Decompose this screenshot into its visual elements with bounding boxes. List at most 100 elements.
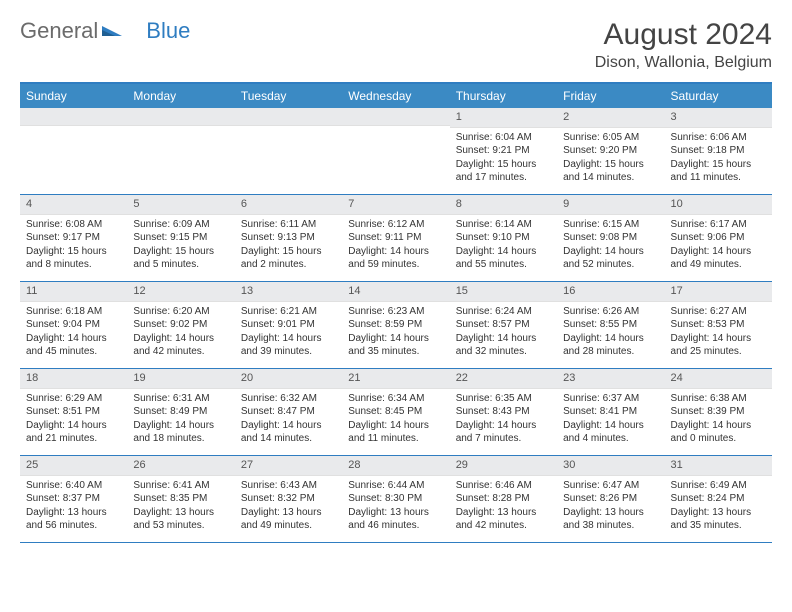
daylight-text: Daylight: 14 hours and 49 minutes. [671,245,766,272]
sunset-text: Sunset: 8:39 PM [671,405,766,419]
sunrise-text: Sunrise: 6:31 AM [133,392,228,406]
day-number: 24 [665,369,772,389]
day-number: 26 [127,456,234,476]
calendar-day: 18Sunrise: 6:29 AMSunset: 8:51 PMDayligh… [20,369,127,455]
logo-text-general: General [20,18,98,44]
day-details: Sunrise: 6:06 AMSunset: 9:18 PMDaylight:… [665,128,772,189]
daylight-text: Daylight: 13 hours and 38 minutes. [563,506,658,533]
dow-wednesday: Wednesday [342,84,449,108]
calendar: Sunday Monday Tuesday Wednesday Thursday… [20,82,772,543]
sunrise-text: Sunrise: 6:05 AM [563,131,658,145]
calendar-day: 3Sunrise: 6:06 AMSunset: 9:18 PMDaylight… [665,108,772,194]
calendar-day: 5Sunrise: 6:09 AMSunset: 9:15 PMDaylight… [127,195,234,281]
day-number: 27 [235,456,342,476]
day-details: Sunrise: 6:29 AMSunset: 8:51 PMDaylight:… [20,389,127,450]
logo-text-blue: Blue [146,18,190,44]
calendar-day: 15Sunrise: 6:24 AMSunset: 8:57 PMDayligh… [450,282,557,368]
calendar-day: 19Sunrise: 6:31 AMSunset: 8:49 PMDayligh… [127,369,234,455]
sunset-text: Sunset: 8:55 PM [563,318,658,332]
day-number: 18 [20,369,127,389]
sunset-text: Sunset: 9:21 PM [456,144,551,158]
day-details: Sunrise: 6:12 AMSunset: 9:11 PMDaylight:… [342,215,449,276]
calendar-day: 27Sunrise: 6:43 AMSunset: 8:32 PMDayligh… [235,456,342,542]
daylight-text: Daylight: 13 hours and 42 minutes. [456,506,551,533]
calendar-day: 2Sunrise: 6:05 AMSunset: 9:20 PMDaylight… [557,108,664,194]
sunrise-text: Sunrise: 6:49 AM [671,479,766,493]
day-details: Sunrise: 6:08 AMSunset: 9:17 PMDaylight:… [20,215,127,276]
sunrise-text: Sunrise: 6:37 AM [563,392,658,406]
sunset-text: Sunset: 8:35 PM [133,492,228,506]
calendar-day: 13Sunrise: 6:21 AMSunset: 9:01 PMDayligh… [235,282,342,368]
calendar-day: 21Sunrise: 6:34 AMSunset: 8:45 PMDayligh… [342,369,449,455]
sunrise-text: Sunrise: 6:09 AM [133,218,228,232]
day-number [20,108,127,126]
day-details: Sunrise: 6:47 AMSunset: 8:26 PMDaylight:… [557,476,664,537]
sunrise-text: Sunrise: 6:27 AM [671,305,766,319]
dow-sunday: Sunday [20,84,127,108]
sunrise-text: Sunrise: 6:38 AM [671,392,766,406]
sunrise-text: Sunrise: 6:24 AM [456,305,551,319]
day-details: Sunrise: 6:35 AMSunset: 8:43 PMDaylight:… [450,389,557,450]
daylight-text: Daylight: 13 hours and 53 minutes. [133,506,228,533]
day-details: Sunrise: 6:23 AMSunset: 8:59 PMDaylight:… [342,302,449,363]
day-number: 25 [20,456,127,476]
day-number: 29 [450,456,557,476]
sunset-text: Sunset: 8:24 PM [671,492,766,506]
dow-saturday: Saturday [665,84,772,108]
day-details: Sunrise: 6:44 AMSunset: 8:30 PMDaylight:… [342,476,449,537]
calendar-day: 6Sunrise: 6:11 AMSunset: 9:13 PMDaylight… [235,195,342,281]
calendar-week: 11Sunrise: 6:18 AMSunset: 9:04 PMDayligh… [20,282,772,369]
calendar-day: 24Sunrise: 6:38 AMSunset: 8:39 PMDayligh… [665,369,772,455]
day-details: Sunrise: 6:41 AMSunset: 8:35 PMDaylight:… [127,476,234,537]
sunset-text: Sunset: 8:30 PM [348,492,443,506]
day-number: 31 [665,456,772,476]
sunset-text: Sunset: 8:32 PM [241,492,336,506]
calendar-day: 20Sunrise: 6:32 AMSunset: 8:47 PMDayligh… [235,369,342,455]
sunset-text: Sunset: 8:28 PM [456,492,551,506]
day-number: 12 [127,282,234,302]
day-details: Sunrise: 6:38 AMSunset: 8:39 PMDaylight:… [665,389,772,450]
sunrise-text: Sunrise: 6:46 AM [456,479,551,493]
calendar-day: 22Sunrise: 6:35 AMSunset: 8:43 PMDayligh… [450,369,557,455]
calendar-day [20,108,127,194]
day-details: Sunrise: 6:27 AMSunset: 8:53 PMDaylight:… [665,302,772,363]
dow-friday: Friday [557,84,664,108]
dow-tuesday: Tuesday [235,84,342,108]
sunrise-text: Sunrise: 6:29 AM [26,392,121,406]
day-details: Sunrise: 6:04 AMSunset: 9:21 PMDaylight:… [450,128,557,189]
day-details: Sunrise: 6:49 AMSunset: 8:24 PMDaylight:… [665,476,772,537]
sunrise-text: Sunrise: 6:34 AM [348,392,443,406]
day-number: 2 [557,108,664,128]
dow-monday: Monday [127,84,234,108]
sunset-text: Sunset: 8:37 PM [26,492,121,506]
day-details: Sunrise: 6:09 AMSunset: 9:15 PMDaylight:… [127,215,234,276]
daylight-text: Daylight: 15 hours and 2 minutes. [241,245,336,272]
day-number: 10 [665,195,772,215]
calendar-week: 1Sunrise: 6:04 AMSunset: 9:21 PMDaylight… [20,108,772,195]
sunrise-text: Sunrise: 6:26 AM [563,305,658,319]
sunrise-text: Sunrise: 6:43 AM [241,479,336,493]
logo-flag-icon [102,18,122,44]
day-details: Sunrise: 6:31 AMSunset: 8:49 PMDaylight:… [127,389,234,450]
sunset-text: Sunset: 8:59 PM [348,318,443,332]
sunset-text: Sunset: 9:13 PM [241,231,336,245]
day-number: 16 [557,282,664,302]
daylight-text: Daylight: 14 hours and 55 minutes. [456,245,551,272]
calendar-day: 7Sunrise: 6:12 AMSunset: 9:11 PMDaylight… [342,195,449,281]
logo: General Blue [20,18,190,44]
title-block: August 2024 Dison, Wallonia, Belgium [595,18,772,72]
day-number: 5 [127,195,234,215]
sunrise-text: Sunrise: 6:14 AM [456,218,551,232]
sunset-text: Sunset: 9:18 PM [671,144,766,158]
calendar-day: 29 Sunrise: 6:46 AMSunset: 8:28 PMDayligh… [450,456,557,542]
day-number: 30 [557,456,664,476]
sunset-text: Sunset: 8:51 PM [26,405,121,419]
calendar-day: 28Sunrise: 6:44 AMSunset: 8:30 PMDayligh… [342,456,449,542]
sunset-text: Sunset: 9:01 PM [241,318,336,332]
calendar-week: 25Sunrise: 6:40 AMSunset: 8:37 PMDayligh… [20,456,772,543]
day-details: Sunrise: 6:26 AMSunset: 8:55 PMDaylight:… [557,302,664,363]
day-number: 17 [665,282,772,302]
sunset-text: Sunset: 8:57 PM [456,318,551,332]
sunset-text: Sunset: 9:17 PM [26,231,121,245]
calendar-day: 23Sunrise: 6:37 AMSunset: 8:41 PMDayligh… [557,369,664,455]
